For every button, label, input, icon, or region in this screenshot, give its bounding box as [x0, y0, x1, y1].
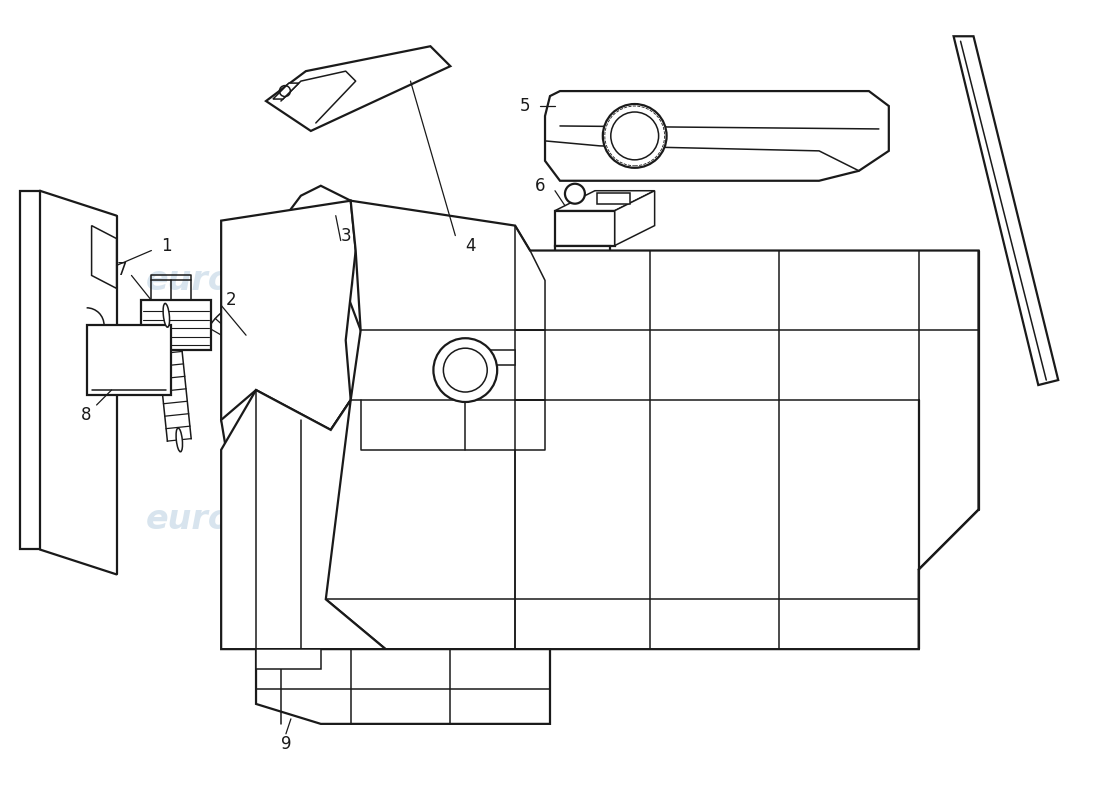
Circle shape: [443, 348, 487, 392]
Polygon shape: [485, 350, 515, 365]
Circle shape: [433, 338, 497, 402]
Text: 7: 7: [117, 262, 126, 279]
Text: eurospares: eurospares: [145, 264, 356, 297]
Polygon shape: [556, 190, 654, 210]
Text: 8: 8: [81, 406, 92, 424]
Ellipse shape: [176, 428, 183, 452]
Text: eurospares: eurospares: [614, 503, 825, 536]
Circle shape: [565, 184, 585, 204]
Polygon shape: [544, 91, 889, 181]
Polygon shape: [266, 46, 450, 131]
Text: 6: 6: [535, 177, 546, 194]
Polygon shape: [256, 649, 321, 669]
Text: 2: 2: [226, 291, 236, 310]
Polygon shape: [142, 300, 211, 350]
Polygon shape: [221, 201, 979, 649]
Circle shape: [603, 104, 667, 168]
Ellipse shape: [163, 303, 169, 327]
Text: 3: 3: [340, 226, 351, 245]
Text: 4: 4: [465, 237, 475, 254]
Polygon shape: [273, 83, 299, 99]
Polygon shape: [221, 390, 386, 649]
Text: 1: 1: [161, 237, 172, 254]
Polygon shape: [556, 246, 609, 266]
Text: 5: 5: [520, 97, 530, 115]
Polygon shape: [615, 190, 654, 246]
Text: eurospares: eurospares: [145, 503, 356, 536]
Polygon shape: [556, 210, 615, 246]
Polygon shape: [20, 190, 40, 550]
Polygon shape: [256, 649, 550, 724]
Polygon shape: [221, 201, 355, 450]
Polygon shape: [251, 410, 280, 430]
Polygon shape: [597, 193, 629, 204]
Text: eurospares: eurospares: [614, 264, 825, 297]
Polygon shape: [954, 36, 1058, 385]
Polygon shape: [87, 326, 172, 395]
Polygon shape: [271, 186, 371, 405]
Polygon shape: [91, 226, 117, 288]
Text: 9: 9: [280, 735, 292, 753]
